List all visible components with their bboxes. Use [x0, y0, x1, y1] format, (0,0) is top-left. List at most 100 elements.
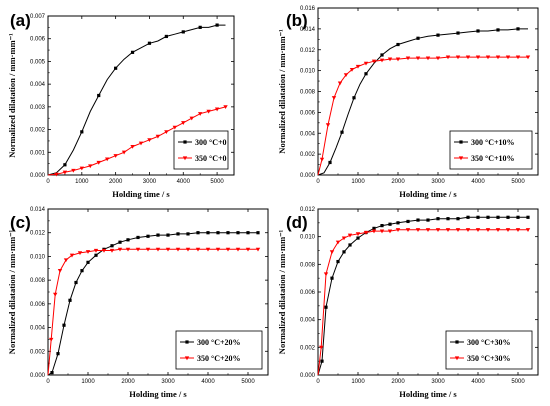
- data-point: [97, 93, 101, 98]
- data-point: [68, 298, 72, 302]
- y-axis-title: Normalized dilatation / mm·mm⁻¹: [277, 29, 287, 154]
- data-point: [379, 58, 385, 63]
- y-tick-label: 0.002: [300, 152, 316, 158]
- data-point: [156, 233, 160, 237]
- data-point: [380, 224, 384, 228]
- data-point: [331, 96, 337, 100]
- x-tick-label: 2000: [109, 179, 123, 185]
- data-point: [53, 292, 58, 297]
- data-point: [130, 145, 135, 149]
- x-tick-label: 3000: [431, 379, 445, 385]
- data-point: [94, 253, 98, 257]
- data-point: [355, 64, 361, 69]
- data-point: [165, 247, 171, 252]
- data-point: [415, 228, 421, 232]
- data-point: [405, 56, 411, 61]
- data-point: [396, 42, 400, 47]
- data-point: [466, 215, 470, 219]
- data-point: [337, 81, 343, 86]
- data-point: [86, 260, 90, 264]
- data-point: [113, 154, 118, 158]
- data-point: [379, 229, 385, 234]
- y-tick-label: 0.002: [30, 128, 46, 134]
- data-point: [435, 228, 441, 232]
- data-point: [495, 55, 501, 60]
- data-point: [343, 73, 349, 77]
- data-point: [475, 55, 481, 60]
- y-tick-label: 0.001: [30, 150, 46, 156]
- y-tick-label: 0.007: [30, 14, 46, 20]
- data-point: [205, 247, 211, 252]
- data-point: [455, 228, 461, 232]
- y-tick-label: 0.016: [300, 6, 316, 12]
- data-point: [164, 130, 169, 135]
- data-point: [63, 163, 67, 167]
- legend-label: 350 °C+30%: [467, 354, 511, 363]
- y-axis-title: Normalized dilatation / mm·mm⁻¹: [277, 229, 287, 354]
- y-tick-label: 0.012: [300, 207, 316, 213]
- data-point: [496, 28, 500, 32]
- y-tick-label: 0.008: [300, 90, 316, 96]
- data-point: [363, 61, 369, 66]
- y-tick-label: 0.012: [300, 48, 316, 54]
- legend-label: 300 °C+20%: [197, 338, 241, 347]
- data-point: [186, 232, 190, 236]
- y-tick-label: 0.004: [30, 326, 46, 332]
- data-point: [62, 170, 68, 175]
- data-point: [406, 219, 410, 224]
- x-axis-title: Holding time / s: [399, 189, 457, 199]
- data-point: [525, 55, 531, 60]
- legend-box: [175, 330, 263, 370]
- y-tick-label: 0.010: [30, 254, 46, 260]
- legend-box: [173, 130, 229, 170]
- y-tick-label: 0.004: [300, 318, 316, 324]
- data-point: [196, 231, 200, 235]
- data-point: [372, 226, 376, 230]
- data-point: [388, 222, 392, 226]
- data-point: [525, 228, 531, 232]
- x-tick-label: 1000: [75, 179, 89, 185]
- data-point: [88, 164, 93, 169]
- x-tick-label: 0: [46, 379, 50, 385]
- data-point: [63, 258, 69, 263]
- legend-marker: [458, 156, 464, 161]
- data-point: [135, 247, 141, 252]
- data-point: [236, 231, 240, 235]
- x-tick-label: 1000: [81, 379, 95, 385]
- y-tick-label: 0.008: [300, 262, 316, 268]
- data-point: [352, 96, 356, 100]
- y-tick-label: 0.006: [300, 290, 316, 296]
- data-point: [445, 55, 451, 60]
- data-point: [330, 276, 334, 280]
- data-point: [80, 269, 84, 273]
- x-tick-label: 5000: [511, 179, 525, 185]
- x-tick-label: 0: [46, 179, 50, 185]
- x-tick-label: 1000: [351, 179, 365, 185]
- data-point: [465, 55, 471, 60]
- legend-marker: [182, 156, 188, 161]
- y-tick-label: 0.014: [30, 207, 46, 213]
- data-point: [506, 215, 510, 219]
- data-point: [526, 215, 530, 219]
- data-point: [396, 221, 400, 225]
- data-point: [416, 218, 420, 222]
- x-tick-label: 0: [316, 379, 320, 385]
- data-point: [516, 215, 520, 219]
- data-point: [485, 55, 491, 60]
- data-point: [197, 112, 203, 116]
- data-point: [485, 228, 491, 232]
- chart-panel-3: 0 1000 2000 3000 4000 5000 0.000 0.002 0.004 0.00…: [277, 207, 539, 399]
- y-tick-label: 0.006: [30, 37, 46, 43]
- data-point: [126, 238, 130, 242]
- data-point: [395, 57, 401, 62]
- data-point: [319, 345, 324, 350]
- x-tick-label: 4000: [471, 379, 485, 385]
- legend-label: 300 °C+10%: [471, 138, 515, 147]
- data-point: [74, 280, 78, 285]
- data-point: [335, 240, 341, 245]
- legend-label: 350 °C+20%: [197, 354, 241, 363]
- y-tick-label: 0.004: [300, 131, 316, 137]
- data-point: [93, 248, 99, 253]
- data-point: [329, 250, 335, 255]
